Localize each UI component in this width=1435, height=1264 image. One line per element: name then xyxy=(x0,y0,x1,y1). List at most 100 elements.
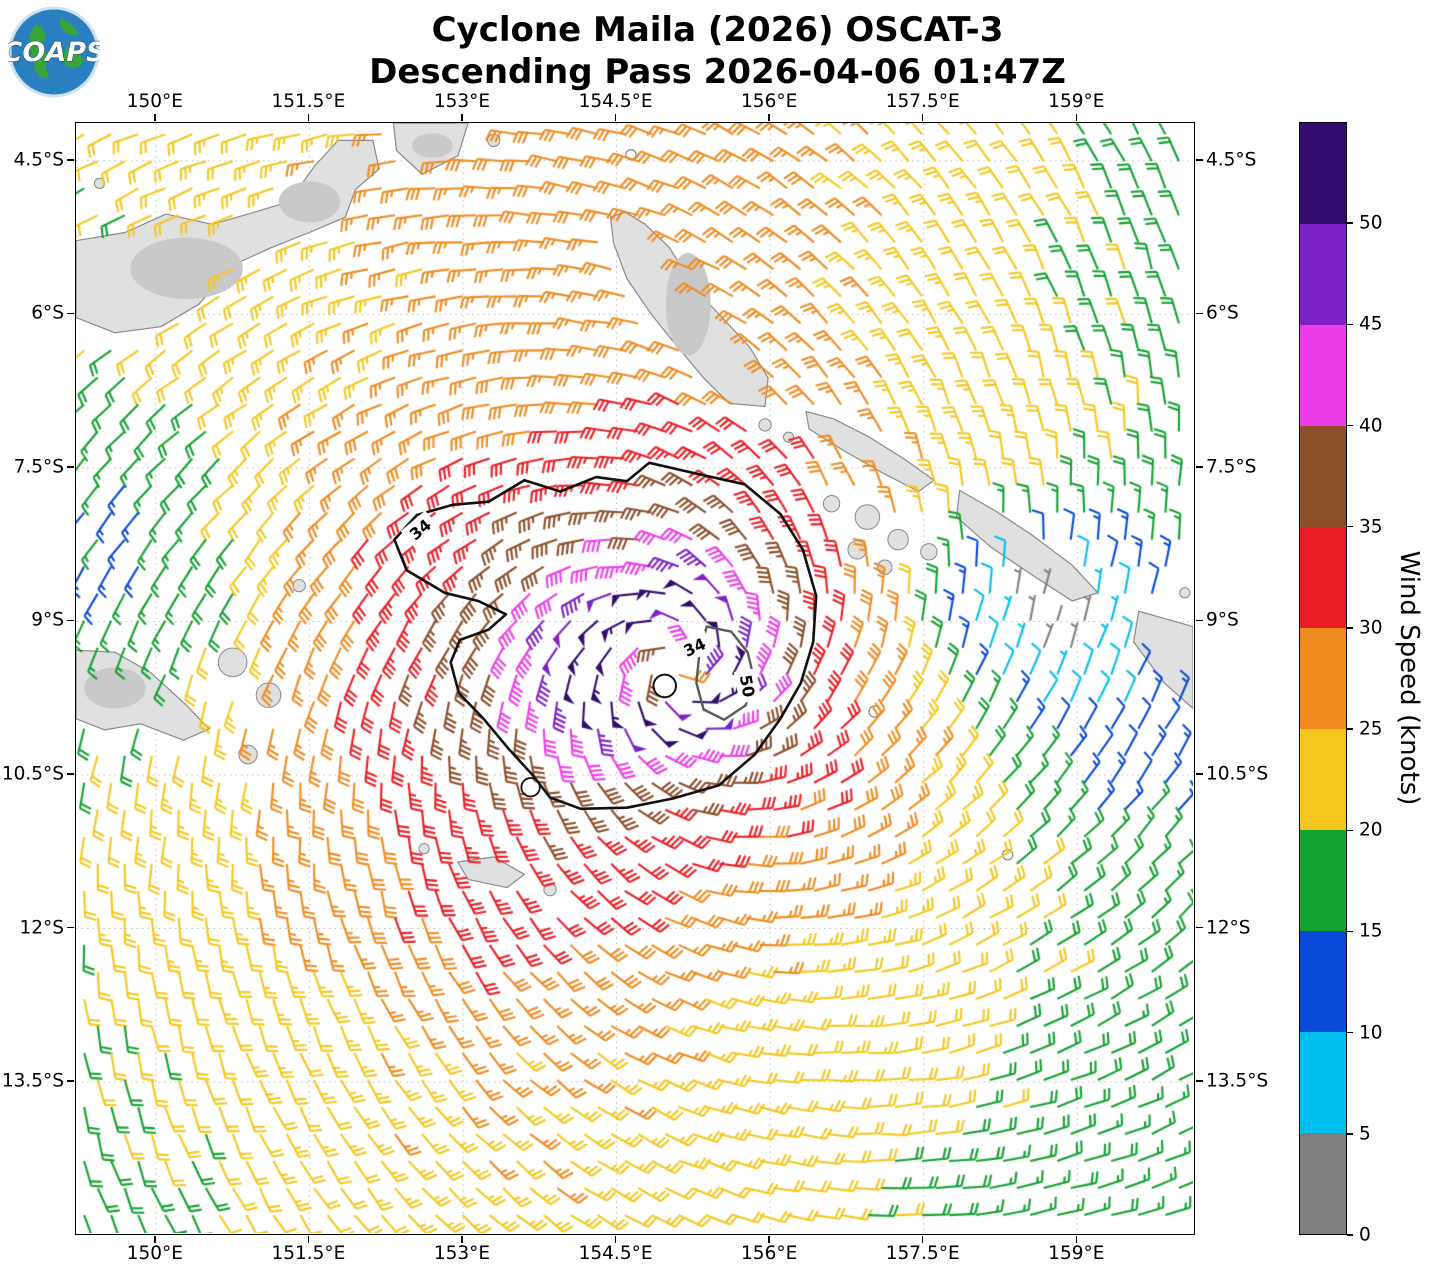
colorbar-tick-label: 45 xyxy=(1359,313,1383,335)
lon-tick-label-bottom: 154.5°E xyxy=(578,1243,653,1264)
lat-tick-label-left: 4.5°S xyxy=(13,149,64,171)
colorbar-segment xyxy=(1300,224,1346,325)
colorbar-tick-mark xyxy=(1347,1031,1353,1034)
lat-tick-mark-left xyxy=(67,312,74,315)
wind-barb-canvas xyxy=(76,123,1193,1233)
colorbar xyxy=(1299,122,1347,1235)
colorbar-tick-label: 35 xyxy=(1359,516,1383,538)
colorbar-tick-mark xyxy=(1347,930,1353,933)
coaps-globe-icon: COAPS xyxy=(2,6,106,98)
lon-tick-mark-top xyxy=(307,114,310,121)
lat-tick-mark-right xyxy=(1196,1080,1203,1082)
lon-tick-label-top: 150°E xyxy=(126,91,183,112)
lon-tick-label-bottom: 157.5°E xyxy=(885,1243,960,1264)
colorbar-segment xyxy=(1300,628,1346,729)
lat-tick-label-right: 12°S xyxy=(1206,917,1251,938)
lon-tick-mark-top xyxy=(154,114,156,121)
colorbar-tick-label: 30 xyxy=(1359,617,1383,639)
colorbar-tick-label: 5 xyxy=(1359,1123,1371,1145)
colorbar-tick-mark xyxy=(1347,1133,1353,1135)
lat-tick-label-left: 6°S xyxy=(31,302,64,324)
contour-label-34: 34 xyxy=(675,630,714,664)
lon-tick-mark-bottom xyxy=(921,1236,924,1243)
lat-tick-mark-left xyxy=(67,773,74,775)
chart-title-line1: Cyclone Maila (2026) OSCAT-3 xyxy=(431,10,1004,50)
globe-continent xyxy=(59,18,79,36)
lat-tick-mark-right xyxy=(1196,926,1203,929)
lat-tick-mark-right xyxy=(1196,312,1203,315)
colorbar-tick-mark xyxy=(1347,323,1353,326)
lat-tick-label-right: 13.5°S xyxy=(1206,1070,1269,1092)
lon-tick-label-bottom: 153°E xyxy=(433,1243,491,1264)
lon-tick-mark-bottom xyxy=(768,1236,770,1243)
lat-tick-label-right: 7.5°S xyxy=(1206,456,1257,478)
lon-tick-mark-top xyxy=(1075,114,1078,121)
lon-tick-label-top: 157.5°E xyxy=(885,91,960,112)
lat-tick-mark-left xyxy=(67,926,74,929)
colorbar-tick-label: 50 xyxy=(1359,212,1383,234)
chart-title-line2: Descending Pass 2026-04-06 01:47Z xyxy=(369,52,1066,92)
lon-tick-mark-bottom xyxy=(307,1236,310,1243)
contour-label-50: 50 xyxy=(733,668,762,704)
lon-tick-mark-top xyxy=(614,114,617,121)
lon-tick-label-bottom: 151.5°E xyxy=(271,1243,346,1264)
lon-tick-label-top: 154.5°E xyxy=(578,91,653,112)
colorbar-tick-mark xyxy=(1347,627,1353,629)
lat-tick-mark-left xyxy=(67,466,74,468)
colorbar-tick-label: 40 xyxy=(1359,415,1383,437)
lon-tick-mark-top xyxy=(461,114,463,121)
colorbar-segment xyxy=(1300,830,1346,931)
lon-tick-mark-top xyxy=(768,114,770,121)
colorbar-segment xyxy=(1300,325,1346,426)
contour-34 xyxy=(520,777,541,798)
lat-tick-label-left: 9°S xyxy=(31,609,64,631)
lat-tick-mark-right xyxy=(1196,773,1203,775)
lat-tick-label-right: 6°S xyxy=(1206,302,1239,324)
colorbar-segment xyxy=(1300,1032,1346,1133)
colorbar-segment xyxy=(1300,931,1346,1032)
lon-tick-label-bottom: 156°E xyxy=(741,1243,798,1264)
contour-34 xyxy=(652,673,677,699)
colorbar-tick-mark xyxy=(1347,222,1353,224)
contour-34 xyxy=(393,461,818,811)
wind-contour-layer: 34 34 50 xyxy=(393,461,818,811)
lat-tick-mark-right xyxy=(1196,466,1203,468)
colorbar-segment xyxy=(1300,123,1346,224)
lat-tick-mark-left xyxy=(67,1080,74,1082)
lat-tick-label-right: 9°S xyxy=(1206,609,1239,631)
lat-tick-label-left: 10.5°S xyxy=(1,763,64,785)
colorbar-segment xyxy=(1300,426,1346,527)
lat-tick-label-left: 7.5°S xyxy=(13,456,64,478)
lon-tick-label-bottom: 150°E xyxy=(126,1243,183,1264)
lon-tick-label-top: 159°E xyxy=(1048,91,1105,112)
colorbar-segment xyxy=(1300,1133,1346,1234)
colorbar-tick-mark xyxy=(1347,424,1353,427)
lat-tick-mark-right xyxy=(1196,159,1203,161)
colorbar-tick-label: 0 xyxy=(1359,1224,1371,1246)
globe-continent xyxy=(28,24,49,78)
lat-tick-mark-right xyxy=(1196,619,1203,622)
lat-tick-mark-left xyxy=(67,159,74,161)
lon-tick-mark-bottom xyxy=(154,1236,156,1243)
lat-tick-label-left: 12°S xyxy=(19,917,64,938)
colorbar-tick-label: 25 xyxy=(1359,718,1383,740)
lon-tick-mark-top xyxy=(921,114,924,121)
lon-tick-mark-bottom xyxy=(1075,1236,1078,1243)
colorbar-tick-label: 15 xyxy=(1359,920,1383,942)
colorbar-tick-label: 10 xyxy=(1359,1022,1383,1044)
coaps-logo: COAPS xyxy=(2,6,106,98)
colorbar-title: Wind Speed (knots) xyxy=(1394,550,1424,806)
lon-tick-label-top: 156°E xyxy=(741,91,798,112)
lon-tick-label-bottom: 159°E xyxy=(1048,1243,1105,1264)
lon-tick-mark-bottom xyxy=(461,1236,463,1243)
map-plot-area: 34 34 50 xyxy=(75,122,1195,1235)
colorbar-tick-mark xyxy=(1347,525,1353,528)
colorbar-tick-label: 20 xyxy=(1359,819,1383,841)
colorbar-tick-mark xyxy=(1347,829,1353,832)
lon-tick-label-top: 151.5°E xyxy=(271,91,346,112)
colorbar-segment xyxy=(1300,729,1346,830)
globe-continent xyxy=(63,46,83,69)
coaps-logo-text: COAPS xyxy=(8,37,100,68)
colorbar-segment xyxy=(1300,527,1346,628)
lat-tick-label-right: 10.5°S xyxy=(1206,763,1269,785)
